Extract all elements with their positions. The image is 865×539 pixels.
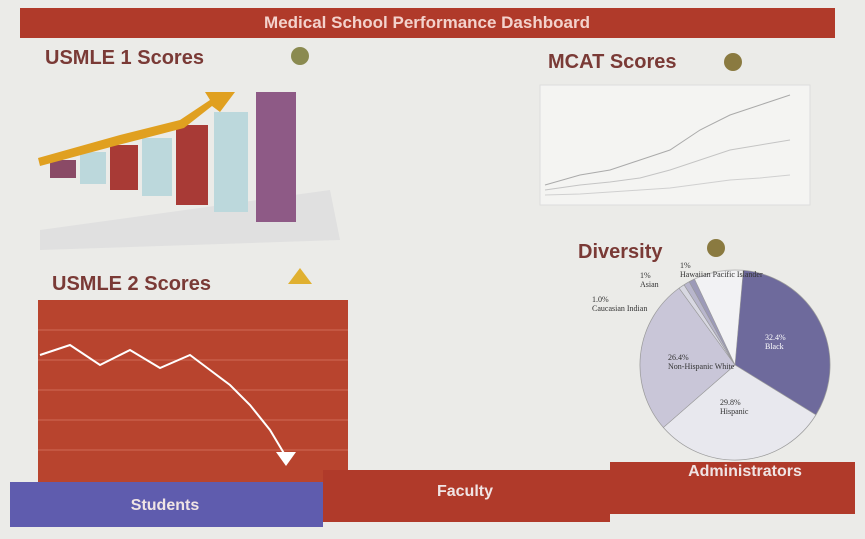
pie-category-label: Caucasian Indian bbox=[592, 304, 647, 313]
usmle2-graphic bbox=[38, 268, 348, 482]
pie-category-label: Hawaiian Pacific Islander bbox=[680, 270, 763, 279]
icon bbox=[707, 239, 725, 257]
dashboard: Medical School Performance Dashboard USM… bbox=[0, 0, 865, 539]
nav-tab[interactable]: Students bbox=[131, 497, 200, 514]
pie-category-label: Asian bbox=[640, 280, 659, 289]
pie-value-label: 29.8% bbox=[720, 398, 741, 407]
panel-title: Diversity bbox=[578, 241, 663, 263]
pie-value-label: 1% bbox=[680, 261, 691, 270]
pie-value-label: 26.4% bbox=[668, 353, 689, 362]
panel-title: USMLE 2 Scores bbox=[52, 273, 211, 295]
nav-tab[interactable]: Administrators bbox=[688, 463, 802, 480]
pie-category-label: Hispanic bbox=[720, 407, 749, 416]
panel-title: MCAT Scores bbox=[548, 51, 677, 73]
header-title: Medical School Performance Dashboard bbox=[264, 13, 590, 32]
panel-title: USMLE 1 Scores bbox=[45, 47, 204, 69]
pie-value-label: 1.0% bbox=[592, 295, 609, 304]
pie-category-label: Non-Hispanic White bbox=[668, 362, 735, 371]
pie-value-label: 32.4% bbox=[765, 333, 786, 342]
pie-value-label: 1% bbox=[640, 271, 651, 280]
pie-category-label: Black bbox=[765, 342, 784, 351]
nav-tab[interactable]: Faculty bbox=[437, 483, 493, 500]
